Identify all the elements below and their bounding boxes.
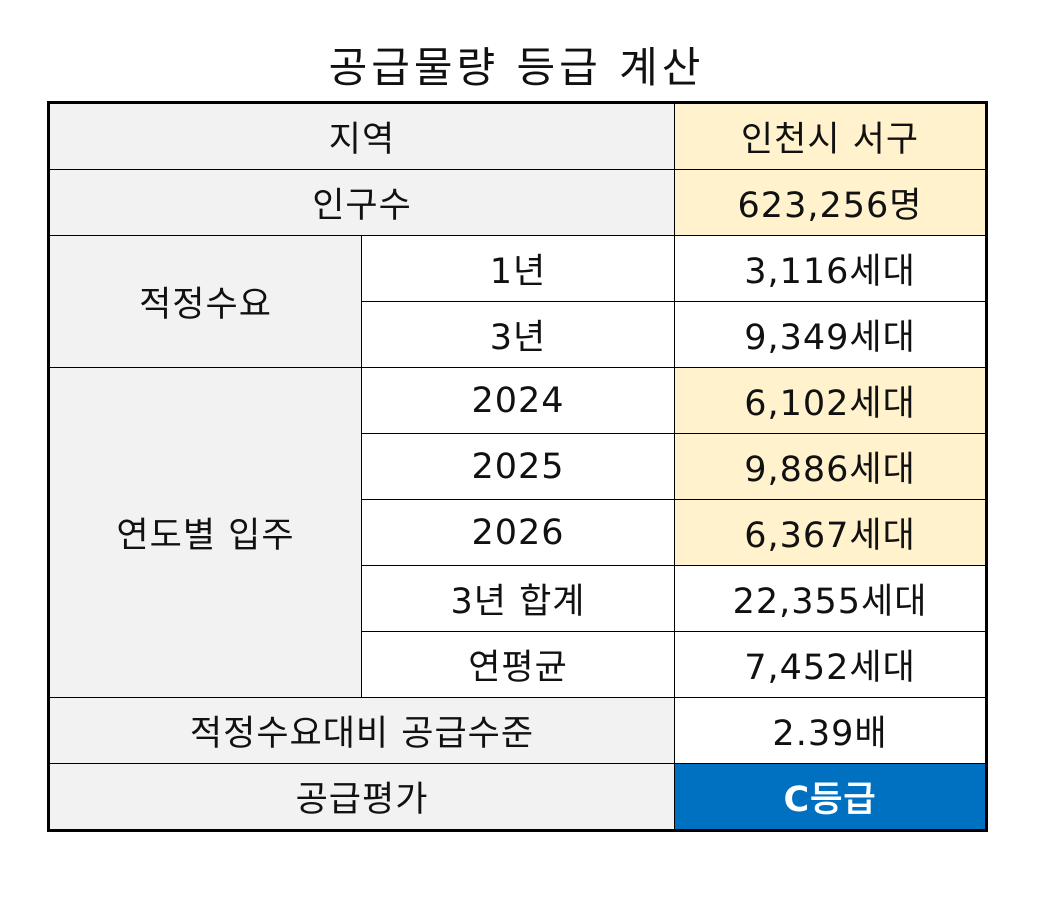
ratio-value: 2.39배	[674, 697, 987, 764]
population-label: 인구수	[48, 169, 675, 236]
population-value[interactable]: 623,256명	[674, 169, 987, 236]
supply-annual-avg-label: 연평균	[361, 631, 675, 698]
supply-total-value: 22,355세대	[674, 565, 987, 632]
page-title: 공급물량 등급 계산	[328, 43, 705, 92]
ratio-label: 적정수요대비 공급수준	[48, 697, 675, 764]
table-row-supply-2026: 2026 6,367세대	[49, 499, 987, 566]
supply-2026-value[interactable]: 6,367세대	[674, 499, 987, 566]
supply-2024-value[interactable]: 6,102세대	[674, 367, 987, 434]
supply-annual-avg-value: 7,452세대	[674, 631, 987, 698]
supply-total-label: 3년 합계	[361, 565, 675, 632]
evaluation-label: 공급평가	[48, 763, 675, 831]
supply-group-label: 연도별 입주	[48, 367, 362, 698]
grade-badge: C등급	[674, 763, 987, 831]
table-row-demand-3year: 3년 9,349세대	[49, 301, 987, 368]
table-row-supply-2025: 2025 9,886세대	[49, 433, 987, 500]
table-row-supply-annual-avg: 연평균 7,452세대	[49, 631, 987, 698]
demand-3year-label: 3년	[361, 301, 675, 368]
region-value[interactable]: 인천시 서구	[674, 102, 987, 170]
region-label: 지역	[48, 102, 675, 170]
supply-grade-table: 지역 인천시 서구 인구수 623,256명 적정수요 1년 3,116세대 3…	[47, 101, 988, 832]
supply-2024-label: 2024	[361, 367, 675, 434]
table-row-demand-1year: 적정수요 1년 3,116세대	[48, 235, 987, 368]
demand-1year-value: 3,116세대	[674, 235, 987, 302]
table-row-supply-2024: 연도별 입주 2024 6,102세대	[48, 367, 987, 698]
table-row-evaluation: 공급평가 C등급	[48, 763, 987, 831]
demand-group-label: 적정수요	[48, 235, 362, 368]
demand-1year-label: 1년	[361, 235, 675, 302]
table-row-population: 인구수 623,256명	[48, 169, 987, 236]
supply-2025-value[interactable]: 9,886세대	[674, 433, 987, 500]
table-row-ratio: 적정수요대비 공급수준 2.39배	[48, 697, 987, 764]
table-row-region: 지역 인천시 서구	[48, 102, 987, 170]
table-row-supply-total: 3년 합계 22,355세대	[49, 565, 987, 632]
demand-3year-value: 9,349세대	[674, 301, 987, 368]
supply-2025-label: 2025	[361, 433, 675, 500]
supply-2026-label: 2026	[361, 499, 675, 566]
